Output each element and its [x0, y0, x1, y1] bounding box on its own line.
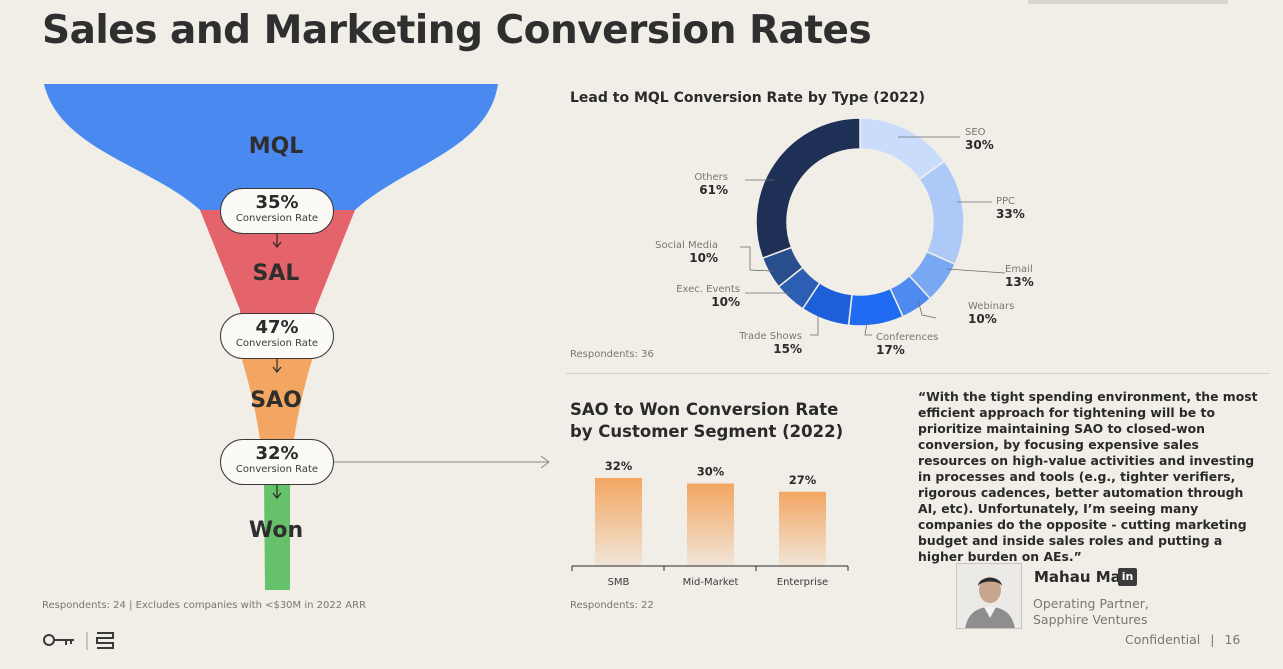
donut-leader-line	[740, 246, 774, 272]
conversion-caption: Conversion Rate	[235, 338, 319, 349]
donut-footnote: Respondents: 36	[570, 349, 654, 360]
arrow-down-icon	[272, 359, 282, 373]
bar-smb	[595, 478, 642, 566]
footer-confidential: Confidential | 16	[1125, 632, 1241, 647]
top-accent-bar	[1028, 0, 1228, 4]
key-icon	[43, 634, 74, 646]
donut-slice-ppc	[918, 160, 965, 266]
conversion-pill-mql-sal: 35% Conversion Rate	[220, 188, 334, 234]
person-icon	[957, 564, 1021, 628]
page-number: 16	[1224, 632, 1241, 647]
bar-value-label: 30%	[697, 465, 725, 479]
funnel-label-sal: SAL	[252, 261, 300, 286]
funnel-arrows	[272, 234, 282, 499]
donut-label-ppc: PPC 33%	[996, 196, 1025, 221]
donut-label-seo: SEO 30%	[965, 127, 994, 152]
bar-category-label: Enterprise	[777, 577, 828, 588]
conversion-value: 47%	[255, 317, 299, 338]
donut-leader-line	[917, 299, 937, 319]
donut-label-others: Others 61%	[694, 172, 728, 197]
arrow-down-icon	[272, 485, 282, 499]
donut-label-webinars: Webinars 10%	[968, 301, 1015, 326]
arrow-down-icon	[272, 234, 282, 248]
bar-category-label: SMB	[608, 577, 630, 588]
page-title: Sales and Marketing Conversion Rates	[42, 8, 872, 53]
donut-leader-line	[810, 316, 819, 336]
funnel-label-mql: MQL	[248, 134, 304, 159]
conversion-caption: Conversion Rate	[235, 464, 319, 475]
funnel-to-bar-connector	[334, 455, 550, 469]
author-avatar	[956, 563, 1022, 629]
bar-category-label: Mid-Market	[683, 577, 739, 588]
donut-label-conferences: Conferences 17%	[876, 332, 939, 357]
conversion-value: 32%	[255, 443, 299, 464]
donut-leader-line	[946, 268, 1006, 274]
donut-slice-others	[755, 117, 861, 260]
bar-mid-market	[687, 483, 734, 566]
funnel-footnote: Respondents: 24 | Excludes companies wit…	[42, 600, 367, 611]
funnel-label-won: Won	[248, 518, 304, 543]
conversion-pill-sal-sao: 47% Conversion Rate	[220, 313, 334, 359]
bar-chart-title: SAO to Won Conversion Rate by Customer S…	[570, 400, 844, 441]
sapphire-logo-icon	[96, 632, 114, 649]
conversion-pill-sao-won: 32% Conversion Rate	[220, 439, 334, 485]
bar-footnote: Respondents: 22	[570, 600, 654, 611]
section-divider	[566, 373, 1270, 374]
funnel-label-sao: SAO	[250, 388, 302, 413]
bar-chart: 32% SMB 30% Mid-Market 27% Enterprise	[571, 459, 849, 588]
conversion-caption: Conversion Rate	[235, 213, 319, 224]
donut-label-trade-shows: Trade Shows 15%	[739, 331, 802, 356]
author-role: Operating Partner, Sapphire Ventures	[1033, 596, 1149, 627]
footer-logos	[43, 632, 114, 650]
donut-leader-line	[864, 321, 872, 336]
author-name: Mahau Ma	[1034, 568, 1121, 586]
bar-value-label: 27%	[789, 473, 817, 487]
donut-label-exec-events: Exec. Events 10%	[676, 284, 740, 309]
conversion-value: 35%	[255, 192, 299, 213]
donut-label-social-media: Social Media 10%	[655, 240, 718, 265]
linkedin-icon[interactable]: in	[1118, 568, 1137, 586]
funnel-graphic	[44, 84, 550, 590]
donut-chart	[740, 117, 1006, 336]
donut-chart-title: Lead to MQL Conversion Rate by Type (202…	[570, 90, 926, 106]
bar-enterprise	[779, 491, 826, 566]
donut-label-email: Email 13%	[1005, 264, 1034, 289]
quote-text: “With the tight spending environment, th…	[918, 389, 1258, 564]
bar-value-label: 32%	[605, 459, 633, 473]
